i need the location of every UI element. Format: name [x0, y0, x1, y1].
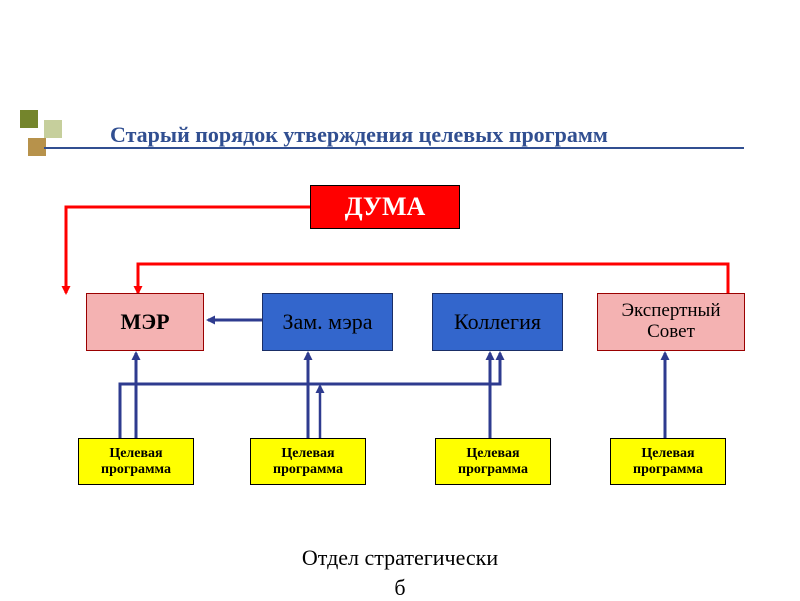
node-mayor: МЭР [86, 293, 204, 351]
node-duma: ДУМА [310, 185, 460, 229]
node-expert: Экспертный Совет [597, 293, 745, 351]
node-prog1: Целевая программа [78, 438, 194, 485]
footer-line-1: Отдел стратегически [0, 545, 800, 571]
node-board: Коллегия [432, 293, 563, 351]
node-deputy: Зам. мэра [262, 293, 393, 351]
node-prog2: Целевая программа [250, 438, 366, 485]
node-prog3: Целевая программа [435, 438, 551, 485]
diagram-area: ДУМА МЭР Зам. мэра Коллегия Экспертный Совет… [0, 0, 800, 600]
footer-line-2: б [0, 575, 800, 601]
node-prog4: Целевая программа [610, 438, 726, 485]
